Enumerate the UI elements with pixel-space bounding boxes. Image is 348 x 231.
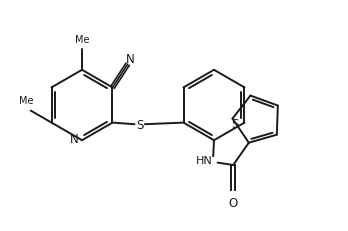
Text: O: O [229, 196, 238, 209]
Text: N: N [70, 133, 79, 146]
Text: S: S [231, 118, 238, 131]
Text: Me: Me [75, 35, 89, 45]
Text: Me: Me [19, 96, 33, 106]
Text: N: N [126, 53, 134, 66]
Text: S: S [136, 118, 143, 131]
Text: HN: HN [196, 155, 213, 165]
